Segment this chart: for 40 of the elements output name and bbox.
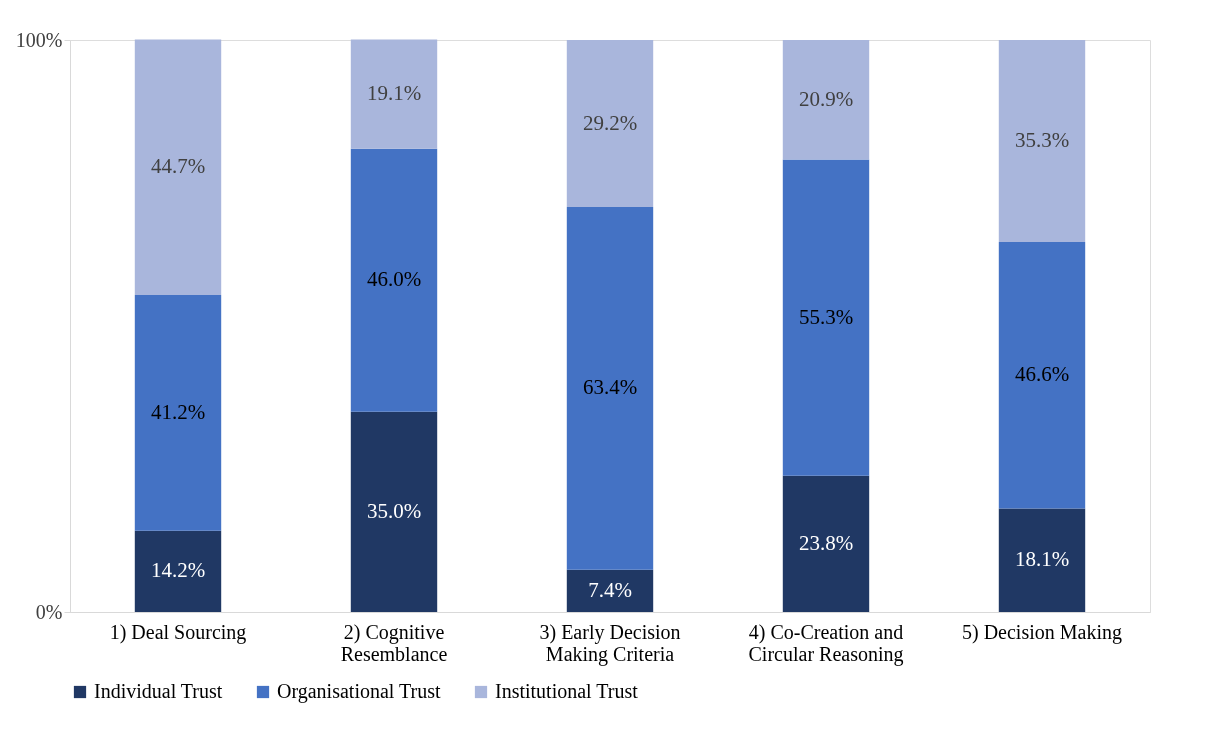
bar xyxy=(350,148,438,412)
data-label: 44.7% xyxy=(150,154,206,179)
bar xyxy=(998,508,1086,612)
bar xyxy=(782,475,870,612)
legend-label: Institutional Trust xyxy=(495,680,639,702)
data-label: 35.3% xyxy=(1014,127,1070,152)
data-label: 35.0% xyxy=(366,498,422,523)
x-tick-label: 5) Decision Making xyxy=(962,620,1122,644)
x-tick-label: 4) Co-Creation and Circular Reasoning xyxy=(748,620,904,666)
data-label: 46.0% xyxy=(366,267,422,292)
data-label: 46.6% xyxy=(1014,362,1070,387)
bar xyxy=(134,530,222,612)
bar xyxy=(566,40,654,208)
legend-label: Individual Trust xyxy=(94,680,223,702)
data-label: 7.4% xyxy=(588,577,632,602)
bar xyxy=(998,241,1086,509)
y-tick-label: 100% xyxy=(15,28,63,51)
bar xyxy=(998,40,1086,242)
data-label: 18.1% xyxy=(1014,547,1070,572)
data-label: 29.2% xyxy=(582,110,638,135)
x-tick-label: 1) Deal Sourcing xyxy=(109,620,247,644)
bar xyxy=(566,207,654,570)
data-label: 41.2% xyxy=(150,399,206,424)
bar xyxy=(566,569,654,612)
bar xyxy=(134,295,222,531)
data-label: 55.3% xyxy=(798,304,854,329)
y-tick-label: 0% xyxy=(35,600,63,623)
bar xyxy=(134,39,222,296)
bar xyxy=(782,40,870,160)
data-label: 63.4% xyxy=(582,375,638,400)
bar xyxy=(350,411,438,612)
x-tick-label: 3) Early Decision Making Criteria xyxy=(539,620,681,666)
legend-label: Organisational Trust xyxy=(277,680,441,703)
x-tick-label: 2) Cognitive Resemblance xyxy=(340,620,448,665)
data-label: 23.8% xyxy=(798,530,854,555)
bar xyxy=(350,39,438,149)
bar xyxy=(782,159,870,476)
data-label: 14.2% xyxy=(150,558,206,583)
data-label: 20.9% xyxy=(798,86,854,111)
data-label: 19.1% xyxy=(366,81,422,106)
